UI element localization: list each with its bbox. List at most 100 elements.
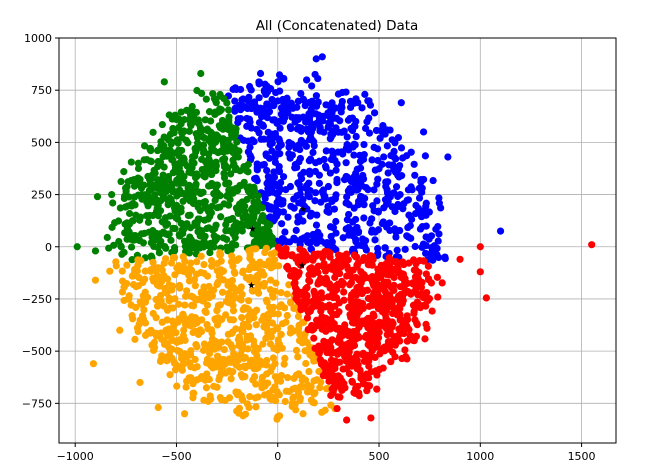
- data-point: [268, 147, 276, 155]
- data-point: [282, 186, 290, 194]
- data-point: [347, 312, 355, 320]
- data-point: [210, 345, 219, 353]
- data-point: [91, 247, 100, 255]
- data-point: [206, 157, 214, 165]
- data-point: [270, 173, 279, 181]
- data-point: [185, 168, 193, 176]
- data-point: [315, 349, 323, 357]
- data-point: [116, 326, 124, 334]
- data-point: [219, 125, 227, 133]
- data-point: [354, 228, 363, 236]
- data-point: [234, 153, 242, 161]
- data-point: [151, 169, 159, 177]
- data-point: [117, 243, 125, 251]
- data-point: [243, 195, 251, 204]
- data-point: [170, 129, 178, 137]
- data-point: [212, 315, 220, 323]
- data-point: [361, 124, 370, 132]
- data-point: [300, 168, 308, 176]
- data-point: [201, 307, 209, 315]
- data-point: [141, 267, 149, 275]
- data-point: [301, 250, 310, 258]
- data-point: [203, 320, 211, 329]
- data-point: [299, 410, 307, 418]
- data-point: [417, 207, 425, 216]
- data-point: [335, 299, 343, 307]
- data-point: [332, 124, 340, 132]
- data-point: [222, 311, 230, 319]
- data-point: [303, 256, 311, 264]
- data-point: [322, 147, 330, 155]
- data-point: [191, 219, 199, 227]
- data-point: [118, 267, 126, 275]
- data-point: [222, 369, 230, 377]
- data-point: [197, 69, 205, 78]
- data-point: [150, 346, 158, 354]
- data-point: [299, 95, 307, 103]
- data-point: [186, 359, 194, 367]
- data-point: [259, 340, 267, 348]
- data-point: [268, 95, 276, 104]
- data-point: [127, 158, 135, 166]
- data-point: [270, 116, 278, 124]
- data-point: [392, 155, 400, 163]
- data-point: [403, 196, 411, 204]
- data-point: [299, 195, 307, 204]
- data-point: [269, 354, 278, 362]
- data-point: [265, 205, 273, 213]
- data-point: [134, 282, 143, 290]
- data-point: [287, 299, 295, 307]
- data-point: [424, 262, 432, 270]
- data-point: [411, 209, 420, 218]
- data-point: [231, 128, 240, 137]
- x-tick-label: 500: [369, 450, 390, 463]
- data-point: [321, 162, 330, 170]
- data-point: [311, 189, 320, 197]
- data-point: [274, 78, 282, 86]
- data-point: [179, 310, 187, 318]
- data-point: [165, 294, 173, 302]
- data-point: [390, 281, 398, 289]
- data-point: [231, 97, 239, 105]
- data-point: [313, 211, 321, 219]
- data-point: [169, 282, 177, 290]
- data-point: [346, 185, 354, 193]
- x-tick-label: −1000: [57, 450, 94, 463]
- data-point: [134, 256, 142, 264]
- data-point: [310, 377, 318, 385]
- data-point: [278, 220, 286, 228]
- data-point: [281, 397, 289, 406]
- data-point: [350, 140, 358, 148]
- data-point: [246, 143, 254, 151]
- data-point: [183, 287, 191, 295]
- data-point: [385, 271, 393, 279]
- data-point: [322, 101, 330, 109]
- data-point: [350, 204, 358, 212]
- data-point: [420, 301, 428, 309]
- data-point: [412, 201, 420, 209]
- data-point: [110, 241, 118, 249]
- data-point: [382, 314, 390, 322]
- data-point: [394, 200, 402, 209]
- data-point: [381, 244, 389, 252]
- data-point: [247, 124, 255, 132]
- data-point: [418, 278, 426, 286]
- data-point: [230, 284, 238, 292]
- data-point: [258, 268, 266, 276]
- data-point: [205, 150, 213, 158]
- data-point: [275, 166, 283, 174]
- data-point: [212, 363, 221, 371]
- data-point: [185, 277, 194, 285]
- data-point: [312, 92, 321, 100]
- data-point: [323, 238, 331, 247]
- data-point: [344, 116, 352, 124]
- data-point: [170, 320, 178, 328]
- data-point: [203, 224, 211, 233]
- data-point: [118, 250, 126, 258]
- data-point: [275, 340, 283, 348]
- data-point: [138, 300, 146, 309]
- data-point: [374, 207, 382, 215]
- data-point: [154, 184, 162, 192]
- data-point: [371, 228, 379, 236]
- data-point: [405, 211, 413, 219]
